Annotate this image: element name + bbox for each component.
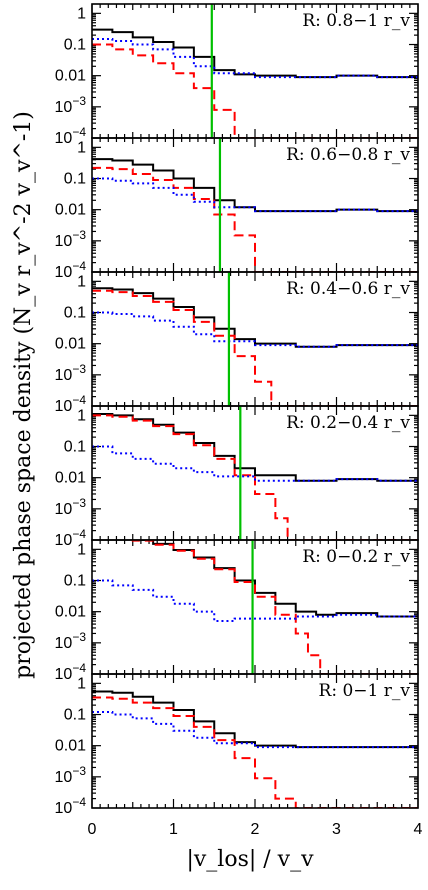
y-tick-label: 0.01 (55, 470, 86, 487)
y-tick-label: 10−4 (55, 795, 87, 817)
y-tick-label: 0.1 (64, 37, 86, 54)
y-tick-exponent: −3 (72, 496, 86, 510)
region-label: R: 0−0.2 r_v (302, 547, 410, 567)
y-tick-exponent: −4 (72, 393, 86, 407)
region-label: R: 0.2−0.4 r_v (286, 413, 410, 433)
y-tick-exponent: −4 (72, 795, 86, 809)
y-tick-exponent: −4 (72, 125, 86, 139)
y-tick-label: 1 (77, 675, 86, 692)
y-tick-label: 10−3 (55, 228, 87, 250)
series-halo (92, 289, 418, 406)
y-tick-label: 1 (77, 5, 86, 22)
series-interloper (92, 38, 418, 79)
panel-data (92, 272, 418, 406)
y-axis-label: projected phase space density (N_v r_v^-… (11, 111, 36, 679)
series-interloper (92, 177, 418, 213)
y-tick-exponent: −3 (72, 228, 86, 242)
y-tick-label: 1 (77, 273, 86, 290)
y-tick-label: 0.1 (64, 573, 86, 590)
region-label: R: 0.8−1 r_v (302, 11, 410, 31)
panel-data (92, 4, 418, 138)
y-tick-label: 10−3 (55, 630, 87, 652)
y-tick-label: 1 (77, 541, 86, 558)
y-tick-label: 1 (77, 407, 86, 424)
panel-data (92, 406, 418, 540)
x-tick-label: 0 (88, 821, 97, 838)
y-tick-label: 10−3 (55, 94, 87, 116)
series-halo (92, 43, 418, 138)
series-halo (92, 414, 418, 540)
y-tick-exponent: −4 (72, 661, 86, 675)
y-tick-label: 0.1 (64, 305, 86, 322)
y-tick-label: 1 (77, 139, 86, 156)
x-tick-label: 1 (169, 821, 178, 838)
y-tick-label: 0.1 (64, 439, 86, 456)
y-tick-label: 0.1 (64, 171, 86, 188)
panel-data (92, 138, 418, 272)
y-tick-label: 10−3 (55, 362, 87, 384)
y-tick-exponent: −4 (72, 259, 86, 273)
y-tick-label: 0.01 (55, 336, 86, 353)
y-tick-label: 0.01 (55, 604, 86, 621)
series-halo (92, 696, 418, 808)
region-label: R: 0.4−0.6 r_v (286, 279, 410, 299)
region-label: R: 0.6−0.8 r_v (286, 145, 410, 165)
y-tick-exponent: −3 (72, 764, 86, 778)
region-label: R: 0−1 r_v (319, 681, 411, 701)
y-tick-exponent: −3 (72, 94, 86, 108)
y-tick-label: 0.01 (55, 68, 86, 85)
y-tick-exponent: −3 (72, 630, 86, 644)
y-tick-label: 0.01 (55, 202, 86, 219)
panel-stack: 1 0.1 0.01 10−3 10−4 R: 0.8−1 r_v 1 0.1 0.01 10−3… (55, 3, 419, 817)
series-interloper (92, 579, 418, 623)
x-tick-label: 4 (414, 821, 423, 838)
y-tick-label: 0.1 (64, 707, 86, 724)
y-tick-label: 0.01 (55, 738, 86, 755)
y-tick-exponent: −3 (72, 362, 86, 376)
x-tick-label: 2 (251, 821, 260, 838)
series-halo (92, 166, 418, 272)
panel-frame (91, 673, 419, 809)
series-total (92, 690, 418, 749)
series-total (92, 28, 418, 79)
series-interloper (92, 445, 418, 482)
y-tick-exponent: −4 (72, 527, 86, 541)
x-tick-labels: 0 1 2 3 4 (88, 821, 423, 838)
series-interloper (92, 311, 418, 348)
x-axis-label: |v_los| / v_v (186, 847, 314, 872)
y-tick-label: 10−3 (55, 496, 87, 518)
series-total (92, 158, 418, 213)
y-tick-label: 10−3 (55, 764, 87, 786)
panel-6: 1 0.1 0.01 10−3 10−4 R: 0−1 r_v (55, 673, 419, 817)
series-interloper (92, 711, 418, 749)
panel-data (92, 690, 418, 808)
x-tick-label: 3 (332, 821, 341, 838)
